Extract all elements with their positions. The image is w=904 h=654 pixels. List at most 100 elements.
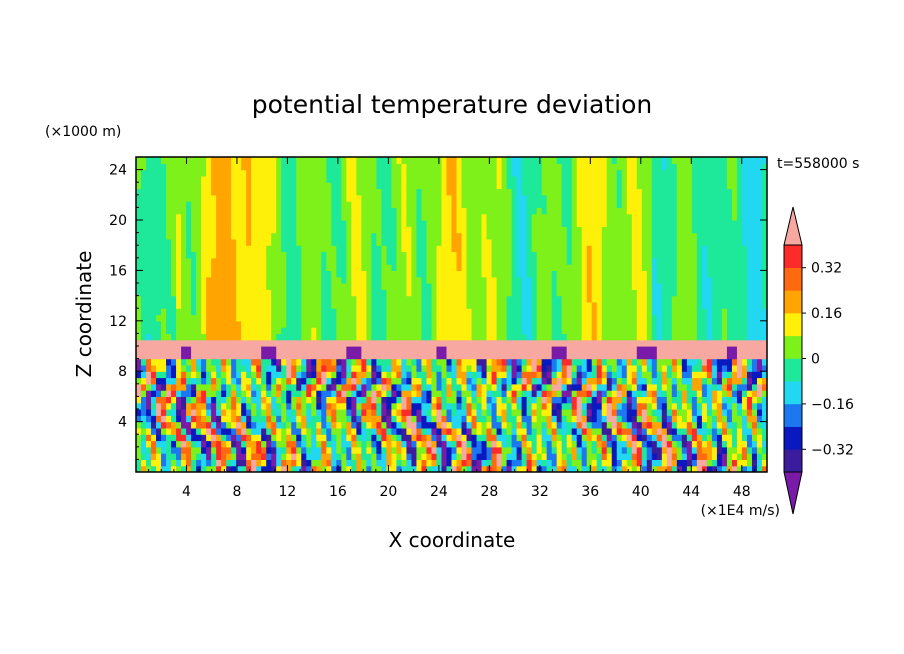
heatmap-cell: [286, 289, 302, 297]
heatmap-cell: [691, 194, 733, 202]
heatmap-cell: [576, 163, 608, 171]
heatmap-cell: [641, 383, 648, 391]
heatmap-cell: [621, 194, 628, 202]
heatmap-cell: [136, 327, 142, 334]
heatmap-cell: [676, 207, 693, 215]
heatmap-cell: [281, 238, 297, 246]
heatmap-cell: [411, 465, 418, 472]
heatmap-cell: [481, 421, 488, 429]
heatmap-cell: [751, 446, 758, 454]
heatmap-cell: [221, 427, 232, 435]
heatmap-cell: [141, 327, 162, 334]
heatmap-cell: [136, 415, 142, 423]
heatmap-cell: [736, 371, 743, 379]
heatmap-cell: [651, 358, 658, 366]
heatmap-cell: [561, 377, 568, 385]
heatmap-cell: [641, 213, 653, 221]
heatmap-cell: [621, 427, 633, 435]
heatmap-cell: [376, 446, 382, 454]
heatmap-cell: [346, 396, 352, 404]
heatmap-cell: [511, 232, 518, 240]
heatmap-cell: [371, 390, 377, 397]
heatmap-cell: [551, 327, 563, 334]
heatmap-cell: [176, 390, 182, 397]
heatmap-cell: [386, 409, 393, 416]
heatmap-cell: [561, 358, 573, 366]
heatmap-cell: [536, 251, 568, 259]
heatmap-cell: [566, 352, 638, 360]
heatmap-cell: [286, 415, 292, 423]
heatmap-cell: [466, 465, 473, 472]
heatmap-cell: [531, 390, 538, 397]
heatmap-cell: [691, 459, 698, 467]
heatmap-cell: [566, 453, 573, 460]
heatmap-cell: [271, 308, 287, 316]
heatmap-cell: [721, 402, 728, 410]
heatmap-cell: [471, 314, 488, 322]
heatmap-cell: [296, 213, 332, 221]
heatmap-cell: [241, 333, 272, 341]
heatmap-cell: [211, 440, 217, 448]
heatmap-cell: [361, 226, 382, 234]
heatmap-cell: [746, 358, 753, 366]
heatmap-cell: [161, 446, 167, 454]
heatmap-cell: [721, 390, 728, 397]
heatmap-cell: [511, 377, 518, 385]
heatmap-cell: [391, 402, 398, 410]
heatmap-cell: [706, 308, 713, 316]
heatmap-cell: [331, 465, 337, 472]
heatmap-cell: [696, 238, 743, 246]
heatmap-cell: [231, 194, 247, 202]
heatmap-cell: [231, 415, 237, 423]
heatmap-cell: [331, 188, 342, 196]
heatmap-cell: [281, 226, 297, 234]
heatmap-cell: [161, 465, 172, 472]
heatmap-cell: [141, 427, 147, 435]
heatmap-cell: [566, 232, 573, 240]
heatmap-cell: [276, 383, 282, 391]
heatmap-cell: [286, 314, 302, 322]
heatmap-cell: [626, 207, 643, 215]
heatmap-cell: [521, 308, 533, 316]
heatmap-cell: [601, 308, 638, 316]
heatmap-cell: [721, 465, 728, 472]
heatmap-cell: [441, 427, 448, 435]
heatmap-cell: [376, 440, 382, 448]
heatmap-cell: [286, 440, 297, 448]
heatmap-cell: [456, 194, 463, 202]
heatmap-cell: [496, 314, 508, 322]
heatmap-cell: [521, 383, 528, 391]
heatmap-cell: [206, 465, 217, 472]
heatmap-cell: [241, 327, 272, 334]
heatmap-cell: [736, 358, 743, 366]
heatmap-cell: [686, 415, 693, 423]
heatmap-cell: [291, 434, 297, 442]
heatmap-cell: [456, 163, 463, 171]
heatmap-cell: [656, 352, 728, 360]
heatmap-cell: [351, 421, 357, 429]
heatmap-cell: [356, 188, 382, 196]
heatmap-cell: [201, 270, 212, 278]
heatmap-cell: [376, 383, 382, 391]
heatmap-cell: [201, 301, 207, 309]
heatmap-cell: [346, 182, 357, 190]
heatmap-cell: [241, 320, 272, 328]
heatmap-cell: [381, 427, 387, 435]
heatmap-cell: [141, 409, 147, 416]
heatmap-cell: [581, 396, 588, 404]
heatmap-cell: [306, 459, 312, 467]
heatmap-cell: [276, 194, 282, 202]
heatmap-cell: [746, 333, 767, 341]
heatmap-cell: [581, 301, 593, 309]
heatmap-cell: [691, 163, 728, 171]
heatmap-cell: [196, 308, 202, 316]
heatmap-cell: [631, 270, 648, 278]
heatmap-cell: [451, 201, 458, 208]
heatmap-cell: [271, 314, 287, 322]
heatmap-cell: [146, 434, 152, 442]
heatmap-cell: [261, 396, 267, 404]
heatmap-cell: [531, 383, 538, 391]
heatmap-cell: [341, 364, 347, 372]
heatmap-cell: [721, 333, 728, 341]
heatmap-cell: [661, 409, 668, 416]
